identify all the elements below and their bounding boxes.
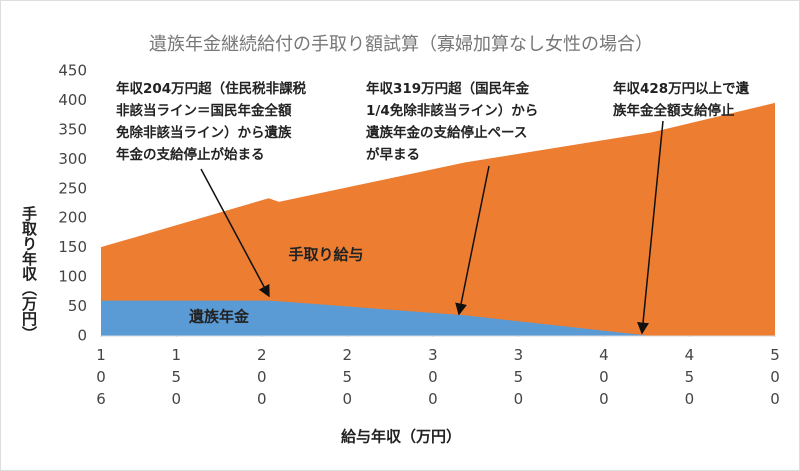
annotation: 免除非該当ライン）から遺族 (116, 124, 292, 141)
y-tick-label: 350 (58, 120, 87, 138)
y-tick-label: 250 (58, 179, 87, 197)
x-tick-label: 500 (766, 346, 784, 412)
area-fill (101, 103, 775, 336)
x-tick-label: 400 (594, 346, 613, 412)
arrow (637, 120, 664, 335)
x-tick-label: 106 (92, 346, 110, 412)
annotation: が早まる (366, 146, 420, 163)
x-tick-label: 250 (338, 346, 357, 412)
series-label: 遺族年金 (188, 308, 250, 326)
x-tick-label: 150 (167, 346, 186, 412)
y-tick-label: 450 (58, 62, 87, 80)
y-axis-label: 手取り年収（万円） (20, 205, 38, 341)
x-tick-label: 450 (680, 346, 699, 412)
x-tick-label: 300 (423, 346, 442, 412)
y-tick-label: 0 (77, 327, 87, 345)
annotation: 1/4免除非該当ライン）から (366, 102, 538, 119)
annotation: 年収319万円超（国民年金 (366, 80, 530, 97)
y-tick-label: 200 (58, 209, 87, 227)
annotation: 非該当ライン＝国民年金全額 (116, 102, 292, 119)
arrow (455, 165, 490, 316)
annotation: 年収204万円超（住民税非課税 (116, 80, 307, 97)
y-tick-label: 150 (58, 238, 87, 256)
annotation: 年収428万円以上で遺 (613, 80, 750, 97)
annotation: 年金の支給停止が始まる (116, 146, 265, 163)
area-fill (101, 300, 775, 336)
y-tick-label: 50 (68, 297, 87, 315)
x-tick-label: 200 (252, 346, 271, 412)
annotation: 遺族年金の支給停止ペース (365, 124, 527, 141)
y-tick-label: 100 (58, 268, 87, 286)
area-edge (100, 102, 776, 249)
x-tick-label: 350 (509, 346, 528, 412)
y-tick-label: 300 (58, 150, 87, 168)
arrow (200, 168, 270, 298)
annotation: 族年金全額支給停止 (613, 102, 735, 119)
y-tick-label: 400 (58, 91, 87, 109)
series-label: 手取り給与 (288, 246, 363, 264)
x-axis-label: 給与年収（万円） (341, 428, 461, 446)
chart-title: 遺族年金継続給付の手取り額試算（寡婦加算なし女性の場合） (149, 34, 653, 55)
